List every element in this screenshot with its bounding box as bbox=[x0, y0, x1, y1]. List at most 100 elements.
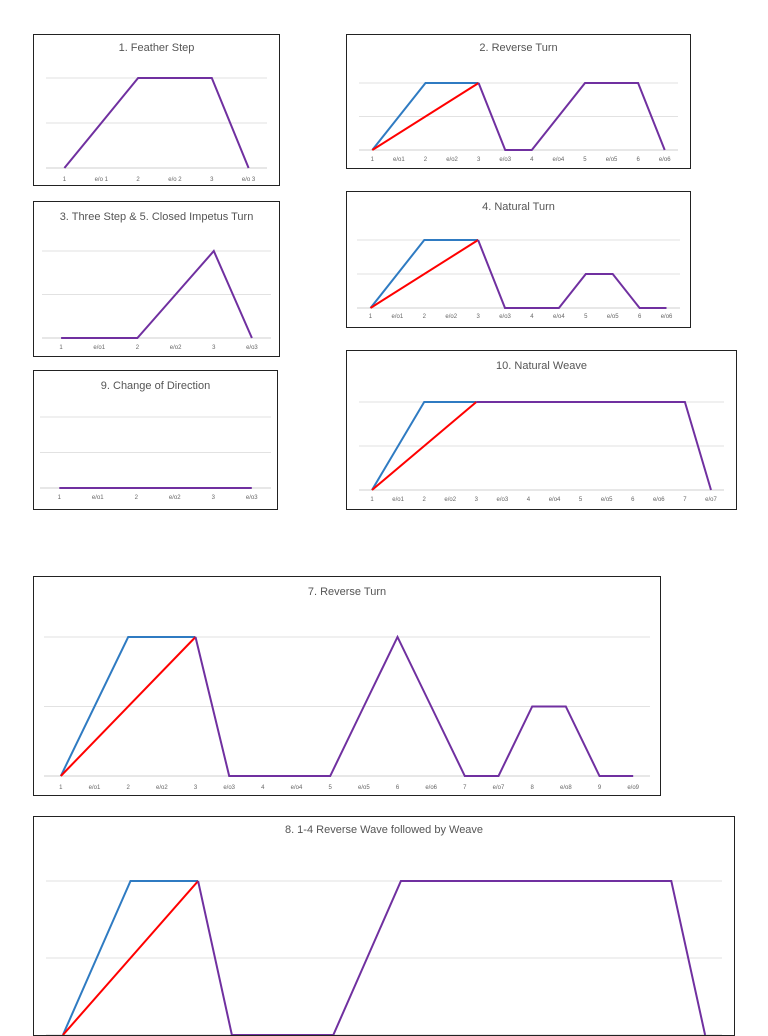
x-tick-label: 3 bbox=[212, 495, 216, 501]
chart-reverse-wave-weave: 8. 1-4 Reverse Wave followed by Weave1e/… bbox=[33, 816, 735, 1036]
chart-title: 10. Natural Weave bbox=[496, 360, 587, 372]
x-tick-label: 6 bbox=[638, 314, 642, 320]
x-tick-label: 3 bbox=[212, 345, 216, 351]
chart-svg: 9. Change of Direction 1 e/o1 2 e/o2 3 e/o3 bbox=[40, 380, 271, 501]
x-tick-label: 4 bbox=[530, 314, 534, 320]
series-line-purple bbox=[197, 880, 707, 1035]
x-tick-label: e/o4 bbox=[553, 157, 565, 163]
x-tick-label: e/o2 bbox=[170, 345, 182, 351]
chart-svg: 7. Reverse Turn 1 e/o1 2 e/o2 3 e/o3 4 e/o4 5 e/o5… bbox=[44, 586, 650, 791]
series-line-purple bbox=[63, 77, 250, 169]
chart-svg: 10. Natural Weave 1 e/o1 2 e/o2 3 e/o3 4 e/o4 5 e/… bbox=[359, 360, 724, 503]
chart-reverse-turn-2: 2. Reverse Turn 1 e/o1 2 e/o2 3 e/o3 4 e/o4 5 e/o5… bbox=[346, 34, 691, 169]
x-tick-label: e/o3 bbox=[499, 157, 511, 163]
series-line-blue bbox=[371, 82, 479, 151]
x-tick-label: e/o3 bbox=[223, 785, 235, 791]
x-tick-label: e/o5 bbox=[601, 497, 613, 503]
chart-title: 2. Reverse Turn bbox=[479, 42, 557, 54]
x-tick-label: 6 bbox=[396, 785, 400, 791]
x-tick-label: 9 bbox=[598, 785, 602, 791]
chart-change-of-direction: 9. Change of Direction 1 e/o1 2 e/o2 3 e/o3 bbox=[33, 370, 278, 510]
x-tick-label: e/o1 bbox=[392, 497, 404, 503]
x-tick-label: e/o1 bbox=[93, 345, 105, 351]
x-tick-label: e/o3 bbox=[499, 314, 511, 320]
x-tick-label: 3 bbox=[476, 314, 480, 320]
x-tick-label: e/o3 bbox=[246, 345, 258, 351]
x-tick-label: 3 bbox=[210, 177, 214, 183]
x-tick-label: 3 bbox=[477, 157, 481, 163]
x-tick-label: 1 bbox=[370, 497, 374, 503]
x-tick-label: 1 bbox=[59, 345, 63, 351]
x-tick-label: 2 bbox=[423, 497, 427, 503]
series-line-red bbox=[369, 239, 479, 309]
x-tick-label: e/o2 bbox=[444, 497, 456, 503]
chart-reverse-turn-7: 7. Reverse Turn 1 e/o1 2 e/o2 3 e/o3 4 e/o4 5 e/o5… bbox=[33, 576, 661, 796]
x-tick-label: e/o4 bbox=[549, 497, 561, 503]
chart-natural-turn: 4. Natural Turn 1 e/o1 2 e/o2 3 e/o3 4 e/o4 5 e/o5… bbox=[346, 191, 691, 328]
x-tick-label: e/o6 bbox=[653, 497, 665, 503]
chart-title: 8. 1-4 Reverse Wave followed by Weave bbox=[285, 824, 483, 836]
series-line-purple bbox=[194, 634, 634, 777]
x-tick-label: 1 bbox=[371, 157, 375, 163]
chart-title: 3. Three Step & 5. Closed Impetus Turn bbox=[60, 211, 254, 223]
x-tick-label: e/o1 bbox=[392, 314, 404, 320]
x-tick-label: e/o8 bbox=[560, 785, 572, 791]
chart-title: 7. Reverse Turn bbox=[308, 586, 386, 598]
x-tick-label: 4 bbox=[261, 785, 265, 791]
x-tick-label: 6 bbox=[631, 497, 635, 503]
x-tick-label: 1 bbox=[59, 785, 63, 791]
x-tick-label: e/o6 bbox=[425, 785, 437, 791]
x-tick-label: e/o2 bbox=[445, 314, 457, 320]
series-line-blue bbox=[371, 401, 477, 491]
series-line-purple bbox=[477, 239, 667, 309]
series-line-red bbox=[371, 401, 477, 491]
series-line-blue bbox=[59, 636, 196, 777]
x-tick-label: 7 bbox=[463, 785, 467, 791]
chart-feather-step: 1. Feather Step 1 e/o 1 2 e/o 2 3 e/o 3 bbox=[33, 34, 280, 186]
x-tick-label: e/o1 bbox=[92, 495, 104, 501]
series-line-red bbox=[60, 636, 197, 777]
x-tick-label: e/o1 bbox=[89, 785, 101, 791]
x-tick-label: 2 bbox=[135, 495, 139, 501]
x-tick-label: e/o9 bbox=[627, 785, 639, 791]
x-tick-label: e/o 2 bbox=[168, 177, 182, 183]
x-tick-label: e/o5 bbox=[607, 314, 619, 320]
x-tick-label: 3 bbox=[194, 785, 198, 791]
chart-svg: 8. 1-4 Reverse Wave followed by Weave1e/… bbox=[46, 824, 722, 1035]
chart-svg: 1. Feather Step 1 e/o 1 2 e/o 2 3 e/o 3 bbox=[46, 42, 267, 183]
x-tick-label: e/o 1 bbox=[95, 177, 109, 183]
x-tick-label: 2 bbox=[126, 785, 130, 791]
series-line-purple bbox=[61, 249, 253, 339]
chart-svg: 4. Natural Turn 1 e/o1 2 e/o2 3 e/o3 4 e/o4 5 e/o5… bbox=[357, 201, 680, 320]
x-tick-label: 7 bbox=[683, 497, 687, 503]
chart-title: 9. Change of Direction bbox=[101, 380, 210, 392]
x-tick-label: 1 bbox=[63, 177, 67, 183]
x-tick-label: e/o5 bbox=[606, 157, 618, 163]
x-tick-label: e/o3 bbox=[497, 497, 509, 503]
x-tick-label: 4 bbox=[527, 497, 531, 503]
x-tick-label: 2 bbox=[423, 314, 427, 320]
x-tick-label: 1 bbox=[58, 495, 62, 501]
x-tick-label: e/o7 bbox=[493, 785, 505, 791]
x-tick-label: e/o6 bbox=[661, 314, 673, 320]
chart-title: 1. Feather Step bbox=[119, 42, 195, 54]
x-tick-label: 4 bbox=[530, 157, 534, 163]
x-tick-label: 5 bbox=[328, 785, 332, 791]
series-line-red bbox=[62, 880, 199, 1035]
series-line-purple bbox=[476, 401, 712, 491]
x-tick-label: 5 bbox=[583, 157, 587, 163]
x-tick-label: e/o7 bbox=[705, 497, 717, 503]
x-tick-label: 5 bbox=[579, 497, 583, 503]
series-line-purple bbox=[477, 82, 666, 151]
chart-svg: 2. Reverse Turn 1 e/o1 2 e/o2 3 e/o3 4 e/o4 5 e/o5… bbox=[359, 42, 678, 163]
x-tick-label: 8 bbox=[530, 785, 534, 791]
chart-title: 4. Natural Turn bbox=[482, 201, 555, 213]
x-tick-label: e/o1 bbox=[393, 157, 405, 163]
x-tick-label: e/o2 bbox=[156, 785, 168, 791]
x-tick-label: e/o2 bbox=[446, 157, 458, 163]
x-tick-label: e/o3 bbox=[246, 495, 258, 501]
x-tick-label: 2 bbox=[136, 177, 140, 183]
x-tick-label: e/o5 bbox=[358, 785, 370, 791]
x-tick-label: 3 bbox=[475, 497, 479, 503]
x-tick-label: e/o6 bbox=[659, 157, 671, 163]
